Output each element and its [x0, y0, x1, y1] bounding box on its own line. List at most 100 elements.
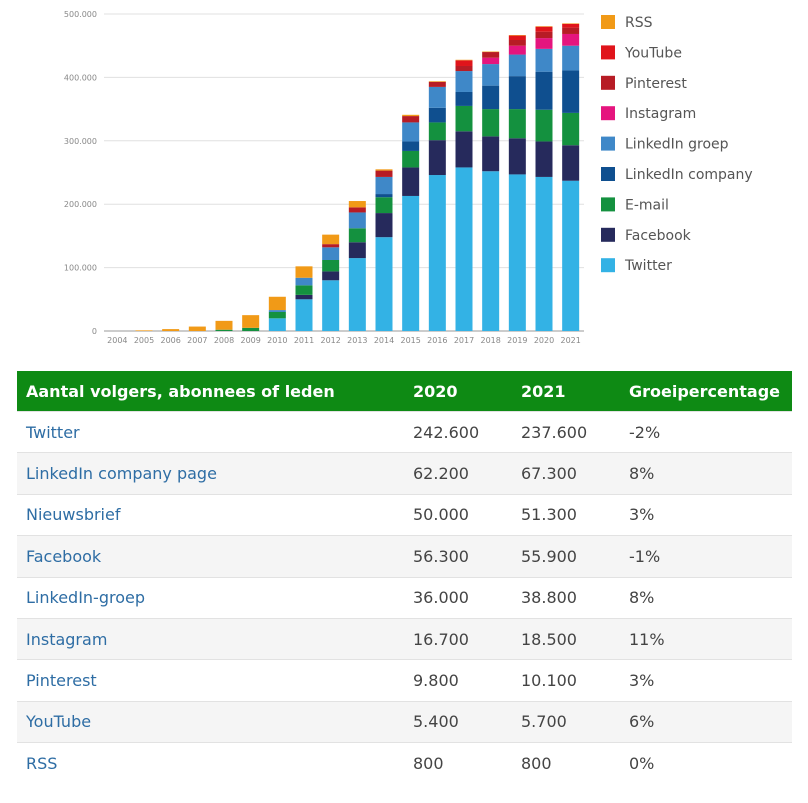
- x-tick-label: 2014: [374, 336, 394, 345]
- bar-segment-rss: [402, 114, 420, 117]
- legend-swatch: [601, 45, 615, 60]
- bar-segment-pinterest: [562, 27, 580, 34]
- value-2020: 800: [404, 742, 512, 784]
- x-tick-label: 2008: [214, 336, 234, 345]
- bar-segment-linkedin-company: [562, 70, 580, 113]
- bar-segment-twitter: [322, 280, 340, 331]
- channel-name[interactable]: LinkedIn company page: [17, 452, 404, 495]
- bar-segment-rss: [268, 296, 286, 311]
- legend-swatch: [601, 15, 615, 29]
- value-2020: 50.000: [404, 493, 512, 536]
- bar-segment-facebook: [375, 213, 393, 238]
- value-2021: 55.900: [512, 535, 620, 578]
- bar-segment-facebook: [322, 271, 340, 281]
- bar-segment-linkedin-company: [508, 76, 526, 110]
- value-2020: 62.200: [404, 452, 512, 495]
- bar-segment-e-mail: [322, 259, 340, 272]
- value-2021: 237.600: [512, 410, 620, 453]
- legend-label: Facebook: [625, 228, 692, 244]
- value-2020: 5.400: [404, 700, 512, 743]
- channel-name[interactable]: Twitter: [17, 410, 404, 453]
- table-row: YouTube 5.400 5.700 6%: [17, 700, 792, 743]
- bar-segment-e-mail: [375, 197, 393, 214]
- bar-segment-e-mail: [562, 112, 580, 146]
- x-tick-label: 2018: [480, 336, 500, 345]
- header-2020: 2020: [404, 371, 512, 412]
- value-2021: 10.100: [512, 659, 620, 702]
- bar-segment-linkedin-groep: [348, 212, 366, 229]
- x-tick-label: 2017: [454, 336, 474, 345]
- growth-percentage: 0%: [620, 742, 792, 784]
- channel-name[interactable]: Facebook: [17, 535, 404, 578]
- bar-segment-youtube: [508, 35, 526, 40]
- bar-segment-facebook: [402, 167, 420, 196]
- legend-label: Twitter: [624, 258, 672, 274]
- x-tick-label: 2015: [400, 336, 420, 345]
- bar-segment-e-mail: [428, 122, 446, 141]
- y-tick-label: 0: [92, 327, 97, 336]
- channel-name[interactable]: YouTube: [17, 700, 404, 743]
- bar-segment-facebook: [455, 131, 473, 168]
- bar-segment-facebook: [428, 140, 446, 176]
- growth-percentage: 8%: [620, 576, 792, 619]
- bar-segment-e-mail: [295, 285, 313, 295]
- bar-segment-rss: [535, 26, 553, 27]
- value-2021: 67.300: [512, 452, 620, 495]
- x-tick-label: 2016: [427, 336, 447, 345]
- bar-segment-pinterest: [428, 81, 446, 87]
- bar-segment-linkedin-groep: [322, 247, 340, 260]
- table-row: Pinterest 9.800 10.100 3%: [17, 659, 792, 702]
- x-tick-label: 2020: [534, 336, 554, 345]
- bar-segment-rss: [348, 201, 366, 208]
- x-tick-label: 2011: [294, 336, 314, 345]
- bar-segment-pinterest: [482, 52, 500, 58]
- growth-percentage: 8%: [620, 452, 792, 495]
- value-2020: 16.700: [404, 617, 512, 660]
- channel-name[interactable]: Pinterest: [17, 659, 404, 702]
- bar-segment-facebook: [535, 141, 553, 177]
- value-2020: 56.300: [404, 535, 512, 578]
- bar-segment-e-mail: [535, 109, 553, 142]
- bar-segment-linkedin-groep: [428, 86, 446, 108]
- table-row: Instagram 16.700 18.500 11%: [17, 617, 792, 660]
- table-header-row: Aantal volgers, abonnees of leden 2020 2…: [17, 371, 792, 412]
- channel-name[interactable]: LinkedIn-groep: [17, 576, 404, 619]
- channel-name[interactable]: RSS: [17, 742, 404, 784]
- growth-percentage: -1%: [620, 535, 792, 578]
- legend-swatch: [601, 197, 615, 212]
- growth-percentage: 6%: [620, 700, 792, 743]
- bar-segment-linkedin-groep: [562, 45, 580, 71]
- bar-segment-instagram: [482, 57, 500, 65]
- y-tick-label: 400.000: [64, 73, 97, 82]
- channel-name[interactable]: Instagram: [17, 617, 404, 660]
- bar-segment-rss: [215, 320, 233, 330]
- value-2021: 38.800: [512, 576, 620, 619]
- bar-segment-e-mail: [268, 311, 286, 319]
- y-tick-label: 200.000: [64, 200, 97, 209]
- bar-segment-twitter: [562, 180, 580, 331]
- legend-label: Instagram: [625, 106, 696, 122]
- bar-segment-pinterest: [375, 170, 393, 177]
- bar-segment-instagram: [508, 45, 526, 55]
- growth-percentage: -2%: [620, 410, 792, 453]
- x-tick-label: 2006: [160, 336, 180, 345]
- bar-segment-youtube: [455, 60, 473, 66]
- bar-segment-rss: [428, 81, 446, 82]
- bar-segment-twitter: [482, 171, 500, 331]
- bar-segment-instagram: [562, 33, 580, 46]
- bar-segment-linkedin-company: [482, 85, 500, 110]
- value-2021: 51.300: [512, 493, 620, 536]
- growth-percentage: 3%: [620, 659, 792, 702]
- legend-swatch: [601, 227, 615, 242]
- y-tick-label: 100.000: [64, 264, 97, 273]
- legend-swatch: [601, 258, 615, 273]
- bar-segment-linkedin-company: [535, 71, 553, 110]
- bar-segment-pinterest: [322, 244, 340, 248]
- header-growth: Groeipercentage: [620, 371, 792, 412]
- bar-segment-linkedin-groep: [535, 48, 553, 72]
- table-row: RSS 800 800 0%: [17, 742, 792, 784]
- x-tick-label: 2007: [187, 336, 207, 345]
- channel-name[interactable]: Nieuwsbrief: [17, 493, 404, 536]
- bar-segment-linkedin-company: [375, 194, 393, 198]
- legend-swatch: [601, 167, 615, 181]
